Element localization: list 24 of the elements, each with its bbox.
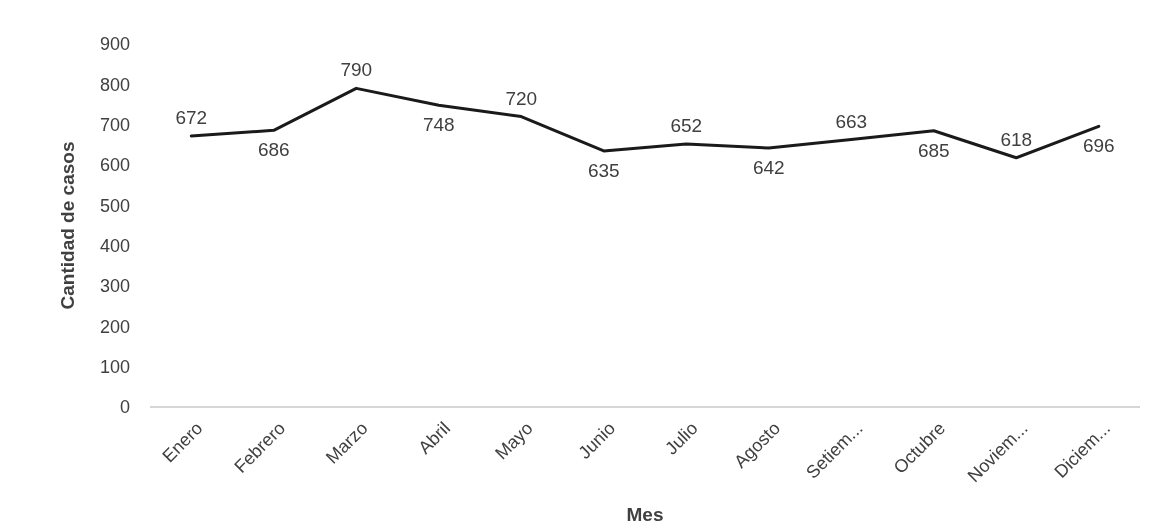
y-tick-label: 300 (99, 276, 130, 297)
data-label: 790 (340, 59, 373, 81)
data-label: 652 (670, 115, 703, 137)
y-tick-label: 800 (99, 74, 130, 95)
data-label: 748 (422, 114, 455, 136)
data-label: 696 (1082, 135, 1115, 157)
y-axis-title: Cantidad de casos (57, 141, 78, 310)
data-label: 685 (917, 139, 950, 161)
y-tick-label: 200 (99, 316, 130, 337)
data-label: 672 (175, 106, 208, 128)
y-tick-label: 600 (99, 155, 130, 176)
y-tick-label: 400 (99, 235, 130, 256)
data-label: 642 (752, 157, 785, 179)
y-tick-label: 100 (99, 356, 130, 377)
data-label: 635 (587, 159, 620, 181)
y-tick-label: 0 (119, 397, 130, 418)
data-label: 686 (257, 139, 290, 161)
y-tick-label: 700 (99, 114, 130, 135)
y-tick-label: 500 (99, 195, 130, 216)
y-tick-label: 900 (99, 34, 130, 55)
data-label: 618 (1000, 128, 1033, 150)
x-axis-title: Mes (626, 504, 664, 525)
data-label: 720 (505, 87, 538, 109)
data-label: 663 (835, 110, 868, 132)
